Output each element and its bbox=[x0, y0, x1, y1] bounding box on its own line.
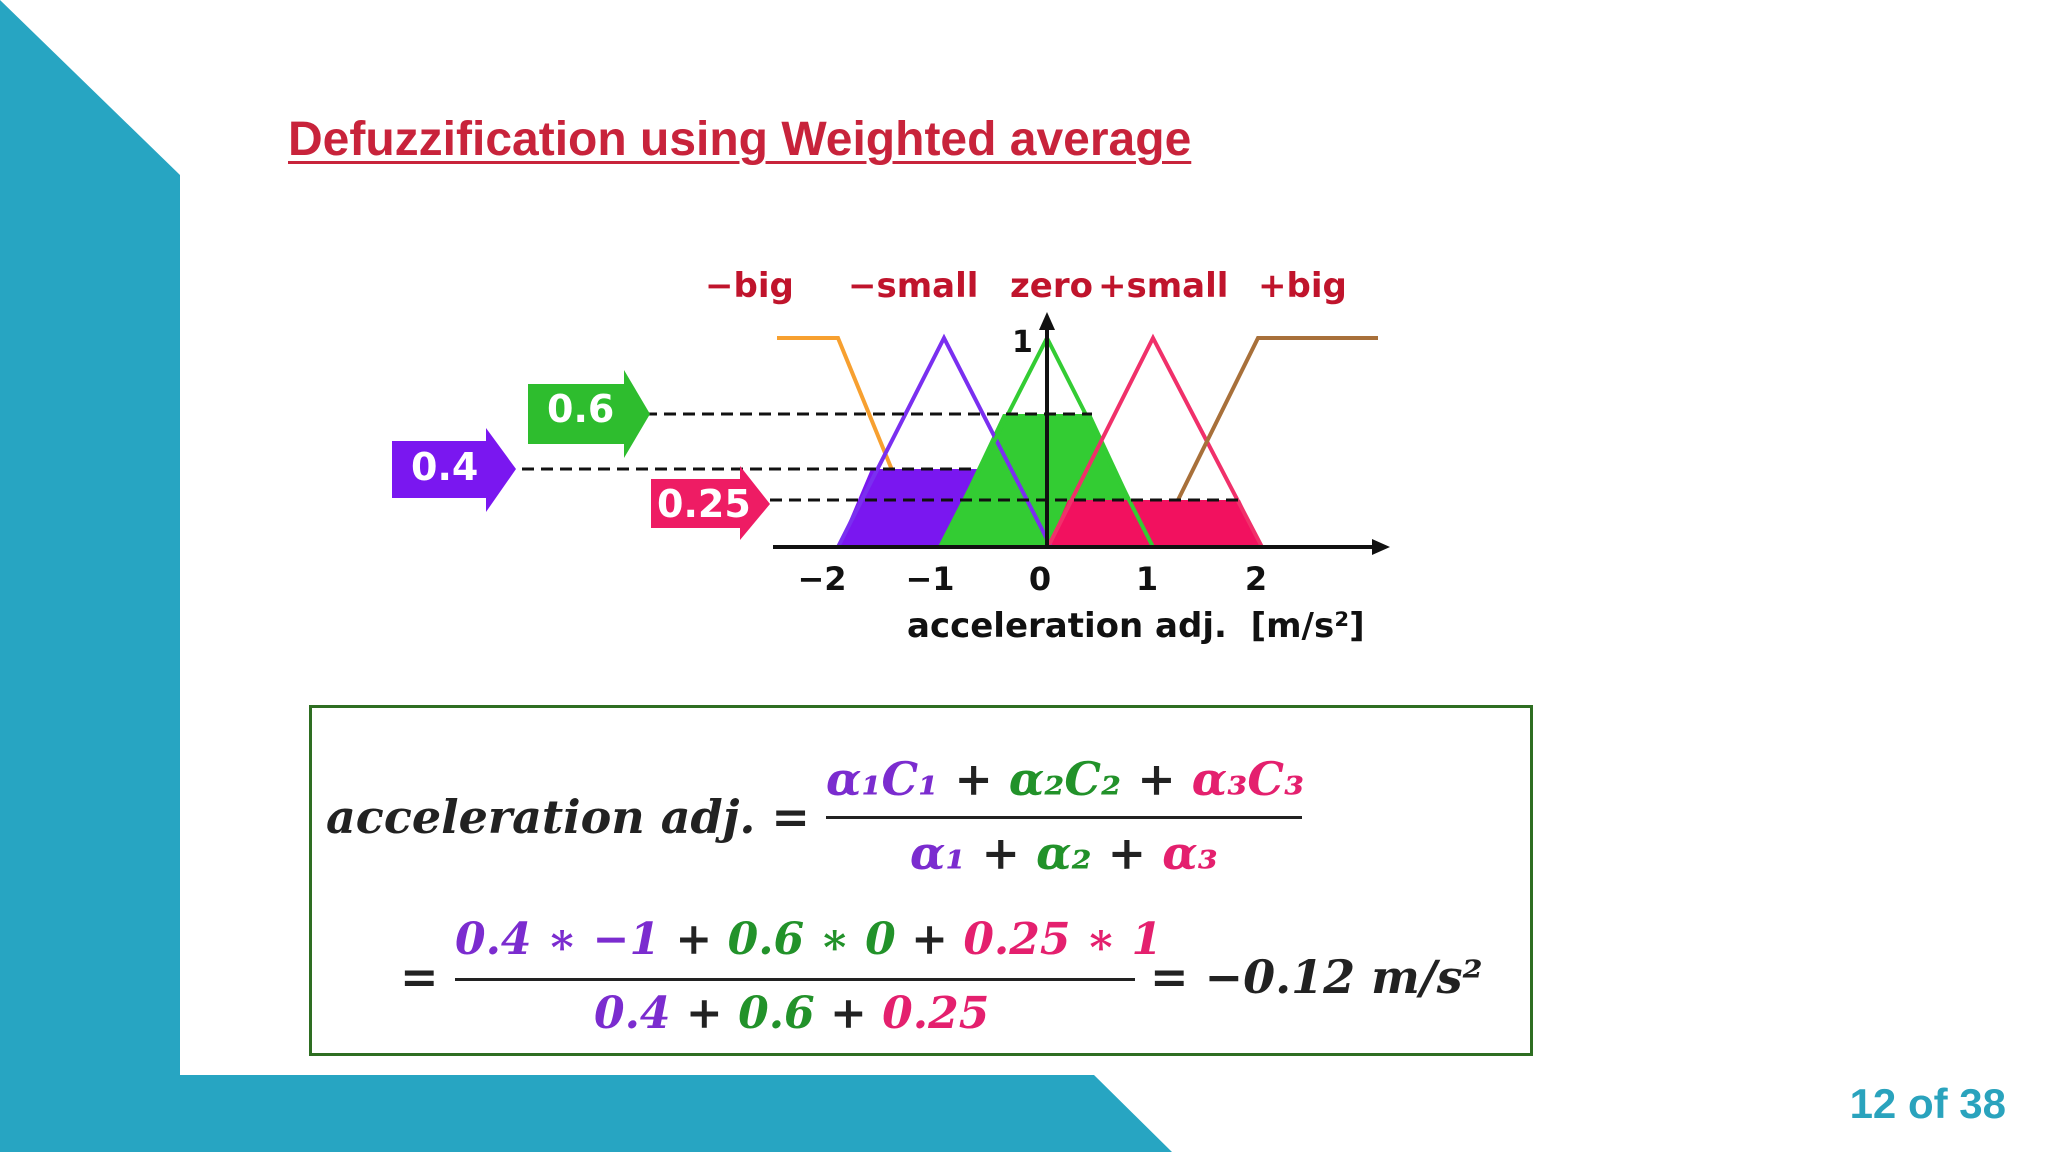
arrow-label-0.6: 0.6 bbox=[547, 387, 614, 431]
set-label-neg-small: −small bbox=[848, 266, 978, 306]
y-axis-tick-1: 1 bbox=[1012, 325, 1033, 360]
term-a1: α₁ bbox=[910, 826, 966, 880]
term-0.4-times-neg1: 0.4 ∗ −1 bbox=[455, 914, 661, 965]
x-tick-label: −2 bbox=[797, 560, 846, 598]
set-label-pos-big: +big bbox=[1258, 266, 1347, 306]
x-axis-title: acceleration adj. [m/s²] bbox=[907, 606, 1365, 646]
fraction-bar-1 bbox=[826, 816, 1302, 819]
term-a2: α₂ bbox=[1036, 826, 1092, 880]
equals-sign-2: = bbox=[400, 950, 439, 1004]
plus-sign: + bbox=[965, 826, 1037, 880]
term-0.25-times-1: 0.25 ∗ 1 bbox=[963, 914, 1163, 965]
term-0.6-times-0: 0.6 ∗ 0 bbox=[727, 914, 896, 965]
x-axis-arrowhead bbox=[1372, 539, 1390, 555]
formula-lhs: acceleration adj. = bbox=[326, 790, 810, 844]
left-teal-band bbox=[0, 0, 1172, 1152]
value-0.25: 0.25 bbox=[882, 988, 990, 1039]
area-pos-small-clipped bbox=[1048, 500, 1262, 547]
page-number: 12 of 38 bbox=[1849, 1080, 2006, 1127]
plus-sign: + bbox=[1121, 752, 1192, 806]
arrow-0.6 bbox=[528, 370, 650, 458]
arrow-label-0.25: 0.25 bbox=[657, 482, 751, 526]
term-a3: α₃ bbox=[1162, 826, 1218, 880]
plus-sign: + bbox=[670, 988, 739, 1039]
formula-box bbox=[309, 705, 1533, 1056]
arrow-0.4 bbox=[392, 428, 516, 512]
curve-pos-big bbox=[1176, 336, 1378, 501]
curve-neg-big bbox=[777, 336, 894, 471]
x-tick-label: 2 bbox=[1245, 560, 1267, 598]
term-a2c2: α₂C₂ bbox=[1008, 752, 1122, 806]
formula-denominator-2: 0.4 + 0.6 + 0.25 bbox=[594, 988, 989, 1039]
set-label-neg-big: −big bbox=[705, 266, 794, 306]
plus-sign: + bbox=[938, 752, 1009, 806]
arrow-0.25 bbox=[651, 466, 770, 540]
plus-sign: + bbox=[895, 914, 964, 965]
x-tick-label: −1 bbox=[905, 560, 954, 598]
set-label-zero: zero bbox=[1010, 266, 1093, 306]
curve-pos-small bbox=[1046, 333, 1264, 548]
slide-title: Defuzzification using Weighted average bbox=[288, 113, 1192, 166]
value-0.4: 0.4 bbox=[594, 988, 671, 1039]
value-0.6: 0.6 bbox=[738, 988, 815, 1039]
term-a1c1: α₁C₁ bbox=[826, 752, 939, 806]
formula-result: = −0.12 m/s² bbox=[1150, 950, 1483, 1004]
formula-denominator-1: α₁ + α₂ + α₃ bbox=[910, 826, 1218, 880]
set-label-pos-small: +small bbox=[1098, 266, 1228, 306]
formula-numerator-1: α₁C₁ + α₂C₂ + α₃C₃ bbox=[826, 752, 1304, 806]
plus-sign: + bbox=[814, 988, 883, 1039]
x-tick-label: 1 bbox=[1136, 560, 1158, 598]
term-a3c3: α₃C₃ bbox=[1191, 752, 1305, 806]
plus-sign: + bbox=[660, 914, 728, 965]
formula-numerator-2: 0.4 ∗ −1 + 0.6 ∗ 0 + 0.25 ∗ 1 bbox=[455, 914, 1162, 965]
y-axis-arrowhead bbox=[1039, 312, 1055, 330]
arrow-label-0.4: 0.4 bbox=[411, 445, 478, 489]
x-tick-label: 0 bbox=[1029, 560, 1051, 598]
curve-neg-small bbox=[836, 333, 1053, 548]
fraction-bar-2 bbox=[455, 978, 1135, 981]
plus-sign: + bbox=[1091, 826, 1163, 880]
